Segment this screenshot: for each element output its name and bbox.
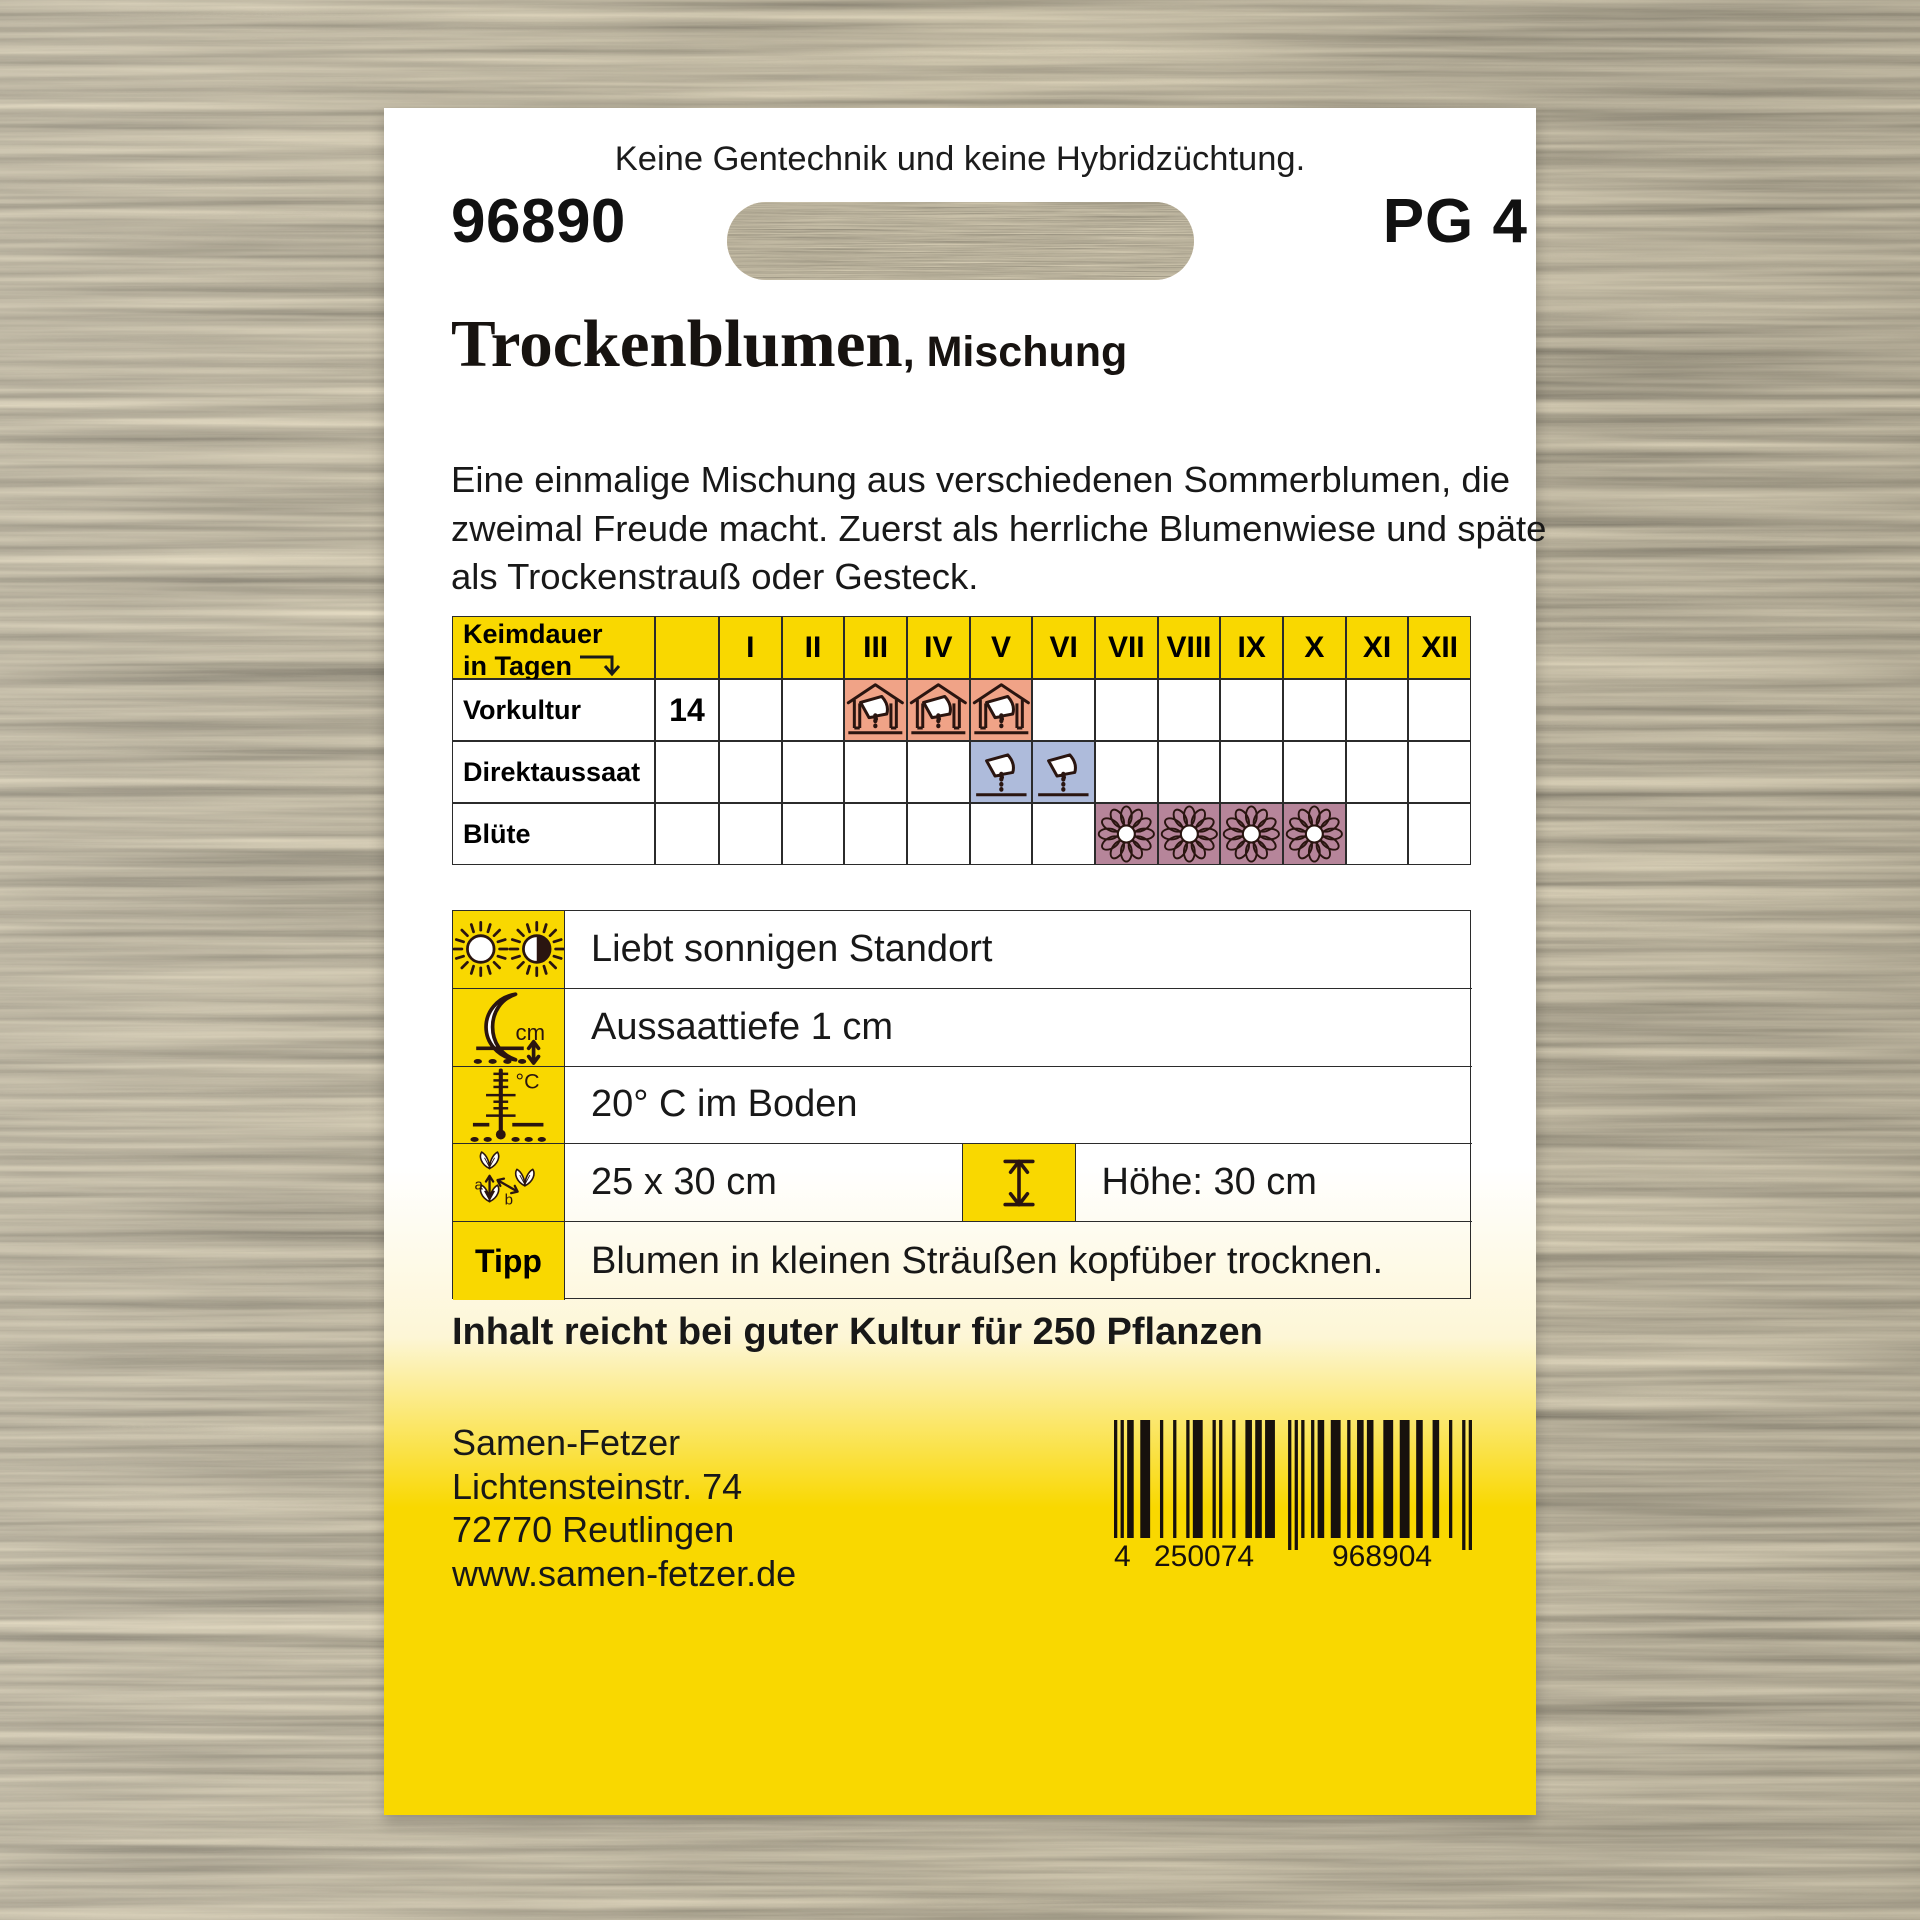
svg-text:4: 4	[1114, 1540, 1131, 1570]
svg-text:250074: 250074	[1154, 1540, 1254, 1570]
svg-text:968904: 968904	[1332, 1540, 1432, 1570]
